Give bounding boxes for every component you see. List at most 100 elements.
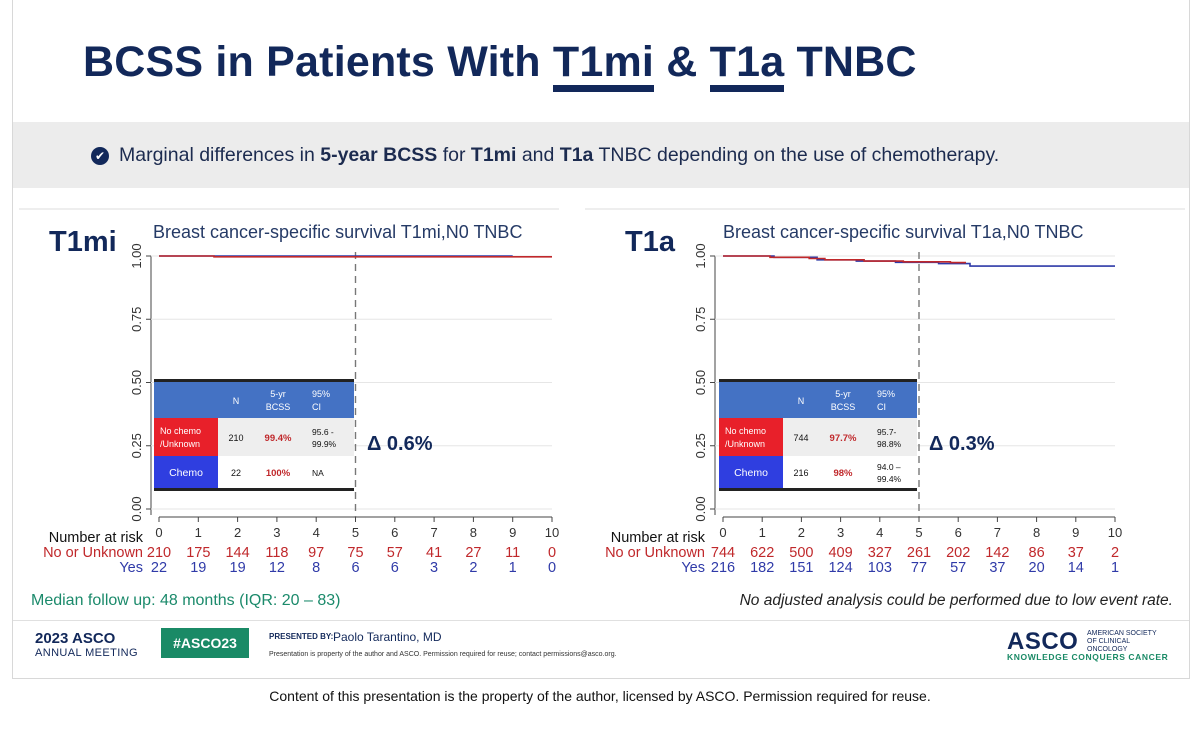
risk-count: 3 xyxy=(430,560,439,576)
title-t1a: T1a xyxy=(709,39,785,92)
table-cell-n: 216 xyxy=(793,468,808,478)
chart-title-t1a: Breast cancer-specific survival T1a,N0 T… xyxy=(723,222,1084,242)
table-cell-ci: NA xyxy=(312,468,324,478)
km-curve-no-or-unknown xyxy=(723,255,966,264)
risk-table-t1mi: Number at risk No or Unknown 210 175 144 118 9… xyxy=(13,530,573,578)
risk-count: 77 xyxy=(910,560,928,576)
table-cell-bcss: 100% xyxy=(266,468,291,479)
table-header-cell: N xyxy=(798,396,805,406)
asco-logo: ASCO xyxy=(1007,628,1079,655)
risk-row-label: Yes xyxy=(119,560,143,576)
table-cell-ci: 95.6 - xyxy=(312,427,334,437)
risk-count: 622 xyxy=(750,545,775,561)
risk-count: 2 xyxy=(1110,545,1120,561)
slide: BCSS in Patients With T1mi & T1a TNBC ✔ M… xyxy=(12,0,1190,679)
risk-count: 97 xyxy=(308,545,325,561)
asco-annual-meeting: ANNUAL MEETING xyxy=(35,647,138,659)
footer-divider xyxy=(13,620,1189,621)
km-chart-t1a: 0.00 0.25 0.50 0.75 1.00 0 1 2 3 4 5 6 7 8 9 10 years N 5-… xyxy=(693,243,1122,544)
x-tick-label: 5 xyxy=(915,525,922,540)
x-tick-label: 1 xyxy=(759,525,766,540)
title-t1mi: T1mi xyxy=(552,39,655,92)
table-row-label-cell xyxy=(719,456,783,488)
risk-table-title: Number at risk xyxy=(48,530,143,546)
asco-tagline: KNOWLEDGE CONQUERS CANCER xyxy=(1007,652,1169,662)
risk-count: 182 xyxy=(750,560,775,576)
panel-label-t1mi: T1mi xyxy=(49,226,117,258)
table-row-label: Chemo xyxy=(734,467,768,479)
x-tick-label: 3 xyxy=(273,525,280,540)
risk-count: 20 xyxy=(1028,560,1045,576)
banner-post: TNBC depending on the use of chemotherap… xyxy=(593,144,1000,166)
table-header-cell: CI xyxy=(312,402,321,412)
risk-count: 6 xyxy=(390,560,399,576)
y-tick-label: 0.50 xyxy=(129,370,144,395)
y-tick-label: 0.50 xyxy=(693,370,708,395)
x-tick-label: 10 xyxy=(1108,525,1122,540)
x-tick-label: 0 xyxy=(155,525,162,540)
table-bottom-border xyxy=(154,488,354,491)
x-tick-label: 4 xyxy=(876,525,883,540)
x-tick-label: 3 xyxy=(837,525,844,540)
table-header-cell: 5-yr xyxy=(835,389,851,399)
delta-annotation: Δ 0.3% xyxy=(929,433,995,455)
table-top-border xyxy=(719,379,917,382)
risk-count: 124 xyxy=(828,560,853,576)
panel-t1mi: T1mi Breast cancer-specific survival T1m… xyxy=(19,208,559,590)
banner-text: ✔ Marginal differences in 5-year BCSS for… xyxy=(91,144,999,167)
table-row-label: Chemo xyxy=(169,467,203,479)
title-row: BCSS in Patients With T1mi & T1a TNBC xyxy=(13,30,1189,100)
x-tick-label: 2 xyxy=(798,525,805,540)
x-tick-label: 8 xyxy=(470,525,477,540)
y-tick-label: 1.00 xyxy=(693,243,708,268)
risk-count: 175 xyxy=(186,545,211,561)
table-row-label: /Unknown xyxy=(160,439,200,449)
banner-mid-1: for xyxy=(437,144,471,166)
y-tick-label: 0.75 xyxy=(693,307,708,332)
x-tick-label: 2 xyxy=(234,525,241,540)
risk-count: 41 xyxy=(426,545,443,561)
x-tick-label: 6 xyxy=(955,525,962,540)
panel-label-t1a: T1a xyxy=(625,226,675,258)
table-header-cell: BCSS xyxy=(831,402,856,412)
x-tick-label: 10 xyxy=(545,525,559,540)
title-part2: TNBC xyxy=(784,38,917,86)
title-amp: & xyxy=(654,38,710,86)
table-cell-ci: 99.9% xyxy=(312,439,337,449)
median-followup: Median follow up: 48 months (IQR: 20 – 8… xyxy=(31,592,341,609)
risk-row-label: No or Unknown xyxy=(605,545,705,561)
table-row-label: No chemo xyxy=(725,426,766,436)
y-tick-label: 0.75 xyxy=(129,307,144,332)
table-cell-n: 210 xyxy=(228,433,243,443)
banner-bold-2: T1mi xyxy=(470,144,517,166)
risk-count: 500 xyxy=(789,545,814,561)
risk-count: 8 xyxy=(312,560,321,576)
x-tick-label: 6 xyxy=(391,525,398,540)
risk-count: 6 xyxy=(351,560,360,576)
risk-count: 2 xyxy=(469,560,478,576)
table-header-cell: CI xyxy=(877,402,886,412)
risk-count: 409 xyxy=(828,545,853,561)
risk-count: 57 xyxy=(386,545,403,561)
summary-table: N 5-yr BCSS 95% CI No chemo/Unknown 210 99.4% 95… xyxy=(154,379,354,491)
risk-count: 142 xyxy=(985,545,1010,561)
risk-table-title: Number at risk xyxy=(610,530,705,546)
risk-count: 327 xyxy=(867,545,892,561)
y-tick-label: 0.25 xyxy=(129,433,144,458)
table-row-label-cell xyxy=(719,418,783,456)
table-header-cell: 95% xyxy=(877,389,895,399)
banner-mid-2: and xyxy=(516,144,560,166)
table-cell-ci: 95.7- xyxy=(877,427,897,437)
risk-count: 19 xyxy=(229,560,246,576)
no-adjusted-note: No adjusted analysis could be performed … xyxy=(739,592,1173,609)
banner-pre: Marginal differences in xyxy=(119,144,321,166)
risk-count: 0 xyxy=(547,560,557,576)
risk-count: 19 xyxy=(190,560,207,576)
x-tick-label: 7 xyxy=(430,525,437,540)
x-axis-label: years xyxy=(340,539,372,544)
x-tick-label: 4 xyxy=(313,525,320,540)
banner-bold-3: T1a xyxy=(559,144,594,166)
table-bottom-border xyxy=(719,488,917,491)
risk-count: 57 xyxy=(950,560,967,576)
y-tick-label: 0.00 xyxy=(693,496,708,521)
